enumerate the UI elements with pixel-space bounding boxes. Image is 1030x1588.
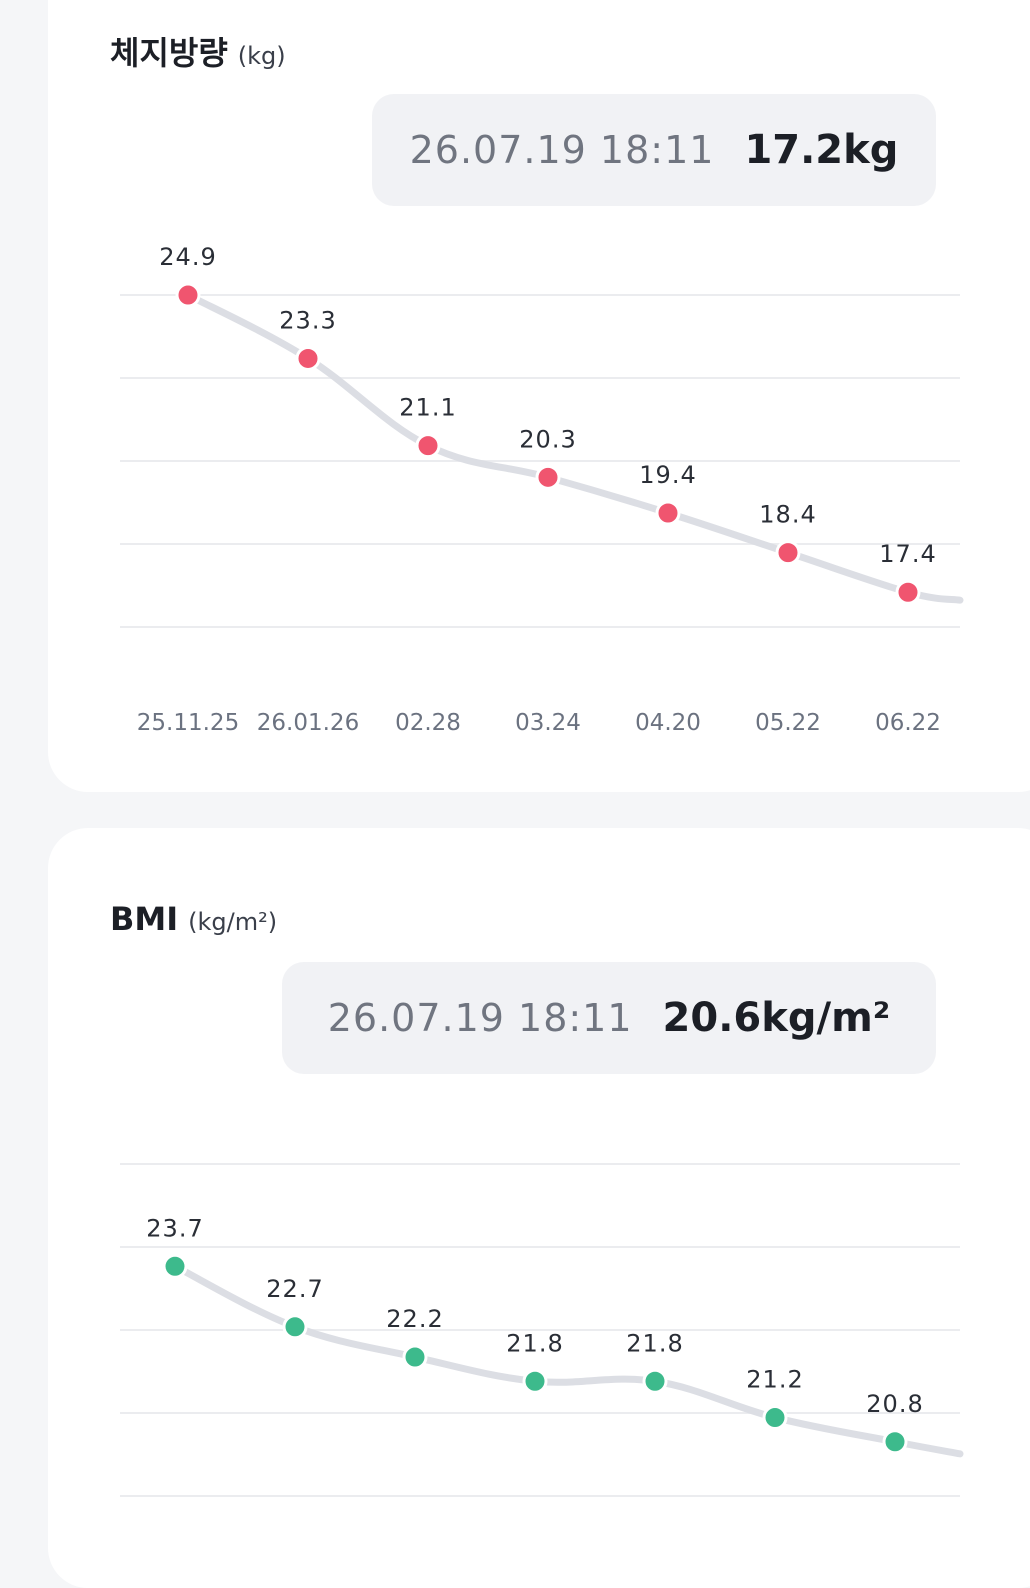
data-point[interactable] [282, 1314, 308, 1340]
x-tick-label: 06.22 [875, 710, 941, 736]
data-label: 21.8 [626, 1329, 683, 1357]
x-tick-label: 25.11.25 [137, 710, 239, 736]
data-point[interactable] [762, 1405, 788, 1431]
data-point[interactable] [775, 540, 801, 566]
data-label: 20.3 [519, 425, 576, 453]
x-tick-label: 26.01.26 [257, 710, 359, 736]
data-label: 17.4 [879, 540, 936, 568]
data-label: 21.2 [746, 1366, 803, 1394]
data-label: 19.4 [639, 461, 696, 489]
data-label: 22.2 [386, 1305, 443, 1333]
bmi-chart[interactable]: 23.7 22.7 22.2 21.8 21.8 21.2 20.8 [48, 1128, 1030, 1548]
bmi-tooltip-time: 26.07.19 18:11 [327, 996, 633, 1040]
body-fat-tooltip-value: 17.2kg [744, 127, 899, 173]
body-fat-chart[interactable]: 24.9 23.3 21.1 20.3 19.4 18.4 17.4 25.11.25 26.0… [48, 230, 1030, 790]
bmi-card: BMI (kg/m²) 26.07.19 18:11 20.6kg/m² 23.7… [48, 828, 1030, 1588]
body-fat-title: 체지방량 (kg) [110, 28, 286, 74]
bmi-tooltip: 26.07.19 18:11 20.6kg/m² [282, 962, 936, 1074]
data-label: 23.3 [279, 306, 336, 334]
data-label: 22.7 [266, 1275, 323, 1303]
data-point[interactable] [175, 282, 201, 308]
body-fat-card: 체지방량 (kg) 26.07.19 18:11 17.2kg 24.9 23.3 2… [48, 0, 1030, 792]
body-fat-unit: (kg) [237, 42, 286, 70]
data-point[interactable] [535, 464, 561, 490]
data-label: 21.1 [399, 394, 456, 422]
data-point[interactable] [895, 579, 921, 605]
body-fat-title-text: 체지방량 [110, 34, 228, 72]
data-point[interactable] [415, 433, 441, 459]
data-label: 21.8 [506, 1329, 563, 1357]
x-tick-label: 03.24 [515, 710, 581, 736]
data-label: 23.7 [146, 1214, 203, 1242]
bmi-title-text: BMI [110, 900, 179, 938]
data-label: 20.8 [866, 1390, 923, 1418]
data-label: 18.4 [759, 501, 816, 529]
data-point[interactable] [655, 500, 681, 526]
data-label: 24.9 [159, 243, 216, 271]
data-point[interactable] [295, 345, 321, 371]
x-tick-label: 05.22 [755, 710, 821, 736]
data-point[interactable] [642, 1368, 668, 1394]
data-point[interactable] [882, 1429, 908, 1455]
data-point[interactable] [402, 1344, 428, 1370]
x-tick-label: 04.20 [635, 710, 701, 736]
data-point[interactable] [162, 1253, 188, 1279]
x-tick-label: 02.28 [395, 710, 461, 736]
bmi-title: BMI (kg/m²) [110, 900, 277, 938]
bmi-tooltip-value: 20.6kg/m² [662, 995, 891, 1041]
data-point[interactable] [522, 1368, 548, 1394]
bmi-unit: (kg/m²) [188, 908, 278, 936]
body-fat-tooltip: 26.07.19 18:11 17.2kg [372, 94, 936, 206]
body-fat-tooltip-time: 26.07.19 18:11 [409, 128, 715, 172]
